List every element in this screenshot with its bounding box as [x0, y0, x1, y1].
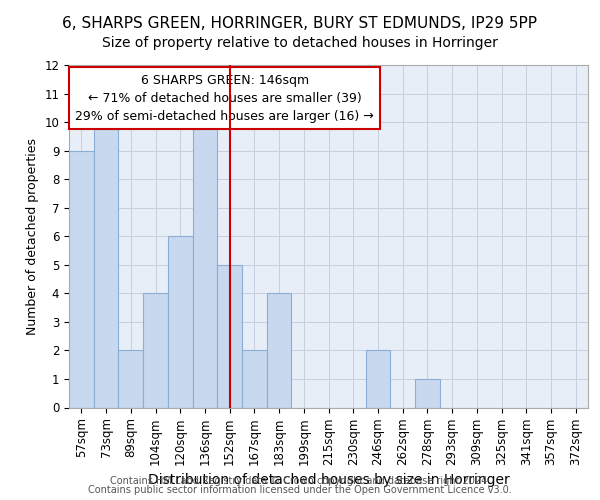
Bar [69, 150, 94, 408]
Text: Contains HM Land Registry data © Crown copyright and database right 2024.: Contains HM Land Registry data © Crown c… [110, 476, 490, 486]
Text: 6, SHARPS GREEN, HORRINGER, BURY ST EDMUNDS, IP29 5PP: 6, SHARPS GREEN, HORRINGER, BURY ST EDMU… [62, 16, 538, 31]
Bar [217, 265, 242, 408]
Bar [118, 350, 143, 408]
Bar [143, 294, 168, 408]
Bar [415, 379, 440, 408]
X-axis label: Distribution of detached houses by size in Horringer: Distribution of detached houses by size … [148, 473, 509, 487]
Text: Contains public sector information licensed under the Open Government Licence v3: Contains public sector information licen… [88, 485, 512, 495]
Bar [193, 122, 217, 408]
Bar [267, 294, 292, 408]
Text: 6 SHARPS GREEN: 146sqm
← 71% of detached houses are smaller (39)
29% of semi-det: 6 SHARPS GREEN: 146sqm ← 71% of detached… [76, 74, 374, 122]
Text: Size of property relative to detached houses in Horringer: Size of property relative to detached ho… [102, 36, 498, 50]
Bar [242, 350, 267, 408]
Y-axis label: Number of detached properties: Number of detached properties [26, 138, 39, 335]
Bar [365, 350, 390, 408]
Bar [94, 122, 118, 408]
Bar [168, 236, 193, 408]
